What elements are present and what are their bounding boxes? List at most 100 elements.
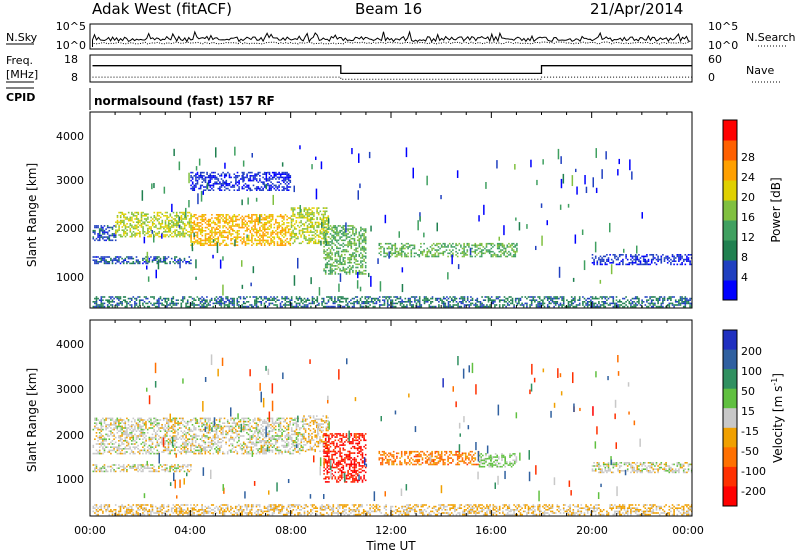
power-cell xyxy=(402,301,405,303)
power-cell xyxy=(223,173,226,175)
power-cell xyxy=(94,259,96,261)
velocity-cell xyxy=(151,424,154,426)
power-cell xyxy=(201,304,203,306)
power-cell xyxy=(646,263,648,266)
velocity-cell xyxy=(97,428,99,431)
power-cell xyxy=(201,171,204,174)
power-colorbar-segment xyxy=(723,220,737,241)
power-cell xyxy=(625,304,627,306)
power-cell xyxy=(322,232,325,235)
velocity-cell xyxy=(138,425,141,428)
power-cell xyxy=(114,296,117,298)
power-cell xyxy=(219,220,221,222)
power-cell xyxy=(396,302,399,305)
power-cell xyxy=(670,296,672,298)
power-cell xyxy=(329,263,332,266)
power-cell xyxy=(209,179,212,182)
power-cell xyxy=(316,299,319,301)
power-cell xyxy=(198,242,200,245)
power-cell xyxy=(350,266,353,269)
power-cell xyxy=(437,242,440,245)
power-cell xyxy=(319,218,322,221)
power-cell xyxy=(95,237,98,240)
power-cell xyxy=(255,187,258,190)
power-cell xyxy=(134,224,136,227)
power-cell xyxy=(326,255,329,258)
power-cell xyxy=(460,246,462,248)
power-cell xyxy=(283,228,285,230)
power-cell xyxy=(250,304,253,306)
power-cell xyxy=(279,215,282,218)
power-cell xyxy=(316,234,318,237)
power-scatter-mark xyxy=(379,281,382,292)
power-cell xyxy=(243,222,245,224)
power-cell xyxy=(561,305,563,308)
power-cell xyxy=(358,273,361,275)
power-cell xyxy=(220,189,223,191)
power-cell xyxy=(423,242,425,245)
velocity-cell xyxy=(121,427,123,429)
power-cell xyxy=(118,259,120,261)
power-cell xyxy=(113,233,115,235)
power-cell xyxy=(106,237,109,240)
power-cell xyxy=(241,187,244,190)
power-cell xyxy=(156,213,159,215)
power-cell xyxy=(98,229,101,232)
power-cell xyxy=(668,304,671,306)
power-scatter-mark xyxy=(320,161,323,170)
power-cell xyxy=(274,297,277,300)
power-cell xyxy=(479,301,482,303)
power-cell xyxy=(334,252,337,254)
power-cell xyxy=(345,297,347,300)
power-cell xyxy=(532,299,535,301)
power-cell xyxy=(340,229,343,232)
power-cell xyxy=(590,305,592,308)
power-cell xyxy=(631,305,634,308)
power-scatter-mark xyxy=(265,172,268,182)
power-cell xyxy=(204,301,207,303)
power-cell xyxy=(572,302,575,305)
power-cell xyxy=(220,175,223,177)
power-cell xyxy=(188,261,191,263)
power-cell xyxy=(193,223,196,226)
power-cell xyxy=(209,175,212,177)
power-cell xyxy=(551,299,554,301)
power-cell xyxy=(514,297,517,300)
power-cell xyxy=(325,210,328,213)
power-cell xyxy=(308,213,310,216)
power-cell xyxy=(290,223,293,225)
power-cell xyxy=(522,305,525,308)
velocity-cell xyxy=(134,446,136,448)
velocity-cell xyxy=(108,449,111,452)
velocity-cell xyxy=(102,448,104,450)
power-cell xyxy=(220,236,223,238)
power-cell xyxy=(163,227,165,230)
power-cell xyxy=(230,301,232,303)
power-cell xyxy=(293,228,296,230)
power-cell xyxy=(336,234,338,237)
power-cell xyxy=(442,246,445,248)
power-cell xyxy=(413,244,416,247)
power-cell xyxy=(363,237,365,240)
power-cell xyxy=(153,216,156,219)
power-cell xyxy=(601,304,603,306)
velocity-cell xyxy=(126,444,128,447)
power-cell xyxy=(222,226,224,229)
power-cell xyxy=(161,213,164,215)
power-cell xyxy=(618,255,621,258)
velocity-cell xyxy=(142,435,144,437)
power-cell xyxy=(316,207,318,209)
power-cell xyxy=(654,304,656,306)
power-cell xyxy=(193,238,196,240)
power-cell xyxy=(511,301,514,303)
power-cell xyxy=(361,241,364,243)
velocity-cell xyxy=(98,422,101,424)
power-cell xyxy=(188,262,191,265)
power-cell xyxy=(115,226,117,228)
power-scatter-mark xyxy=(377,258,379,264)
power-cell xyxy=(649,254,651,256)
power-cell xyxy=(284,178,287,180)
power-cell xyxy=(337,305,339,308)
power-cell xyxy=(462,297,464,300)
power-cell xyxy=(323,268,325,270)
